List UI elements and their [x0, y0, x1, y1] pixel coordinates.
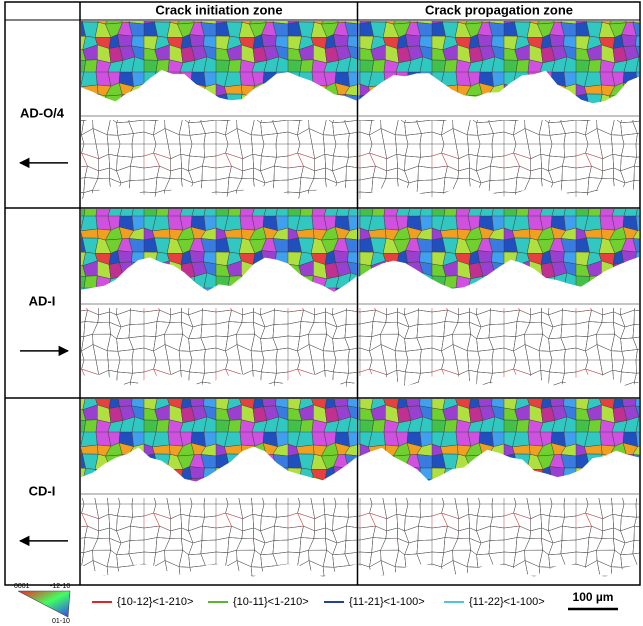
grain-boundary-map	[81, 120, 357, 202]
orientation-map	[81, 21, 357, 102]
legend-label: {10-12}<1-210>	[117, 596, 193, 608]
grain-boundary-map	[358, 498, 640, 580]
legend-label: {10-11}<1-210>	[233, 596, 309, 608]
row-label: AD-O/4	[20, 105, 65, 120]
ipf-label: 01-10	[52, 618, 70, 625]
orientation-map	[81, 399, 357, 482]
grain-boundary-map	[81, 308, 357, 390]
row-label: AD-I	[29, 293, 56, 308]
grain-boundary-map	[81, 498, 357, 580]
grain-boundary-map	[358, 308, 640, 390]
orientation-map	[358, 21, 640, 104]
orientation-map	[358, 399, 640, 481]
ipf-label: 0001	[14, 583, 30, 590]
ipf-label: -12-10	[50, 583, 70, 590]
grain-boundary-map	[358, 120, 640, 202]
column-header: Crack initiation zone	[155, 2, 282, 17]
scale-bar-label: 100 µm	[573, 590, 614, 604]
orientation-map	[81, 209, 357, 292]
column-header: Crack propagation zone	[425, 2, 573, 17]
legend-label: {11-22}<1-100>	[469, 596, 545, 608]
ipf-triangle	[17, 590, 71, 618]
legend-label: {11-21}<1-100>	[349, 596, 425, 608]
orientation-map	[358, 209, 640, 289]
frame	[4, 1, 641, 586]
row-label: CD-I	[29, 483, 56, 498]
